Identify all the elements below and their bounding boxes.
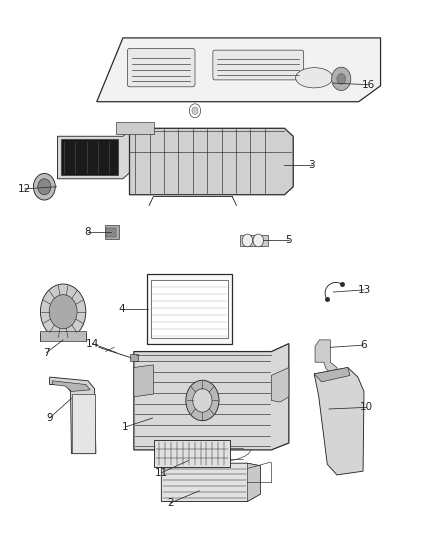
Text: 14: 14 <box>86 338 99 349</box>
Polygon shape <box>134 344 289 450</box>
Circle shape <box>186 380 219 421</box>
Text: 6: 6 <box>360 340 367 350</box>
Text: 1: 1 <box>122 422 128 432</box>
Circle shape <box>332 67 351 91</box>
Polygon shape <box>161 463 261 502</box>
Text: 12: 12 <box>18 184 32 194</box>
Polygon shape <box>314 368 364 475</box>
Text: 11: 11 <box>155 468 168 478</box>
Text: 2: 2 <box>167 498 173 508</box>
Polygon shape <box>247 463 261 502</box>
Text: 3: 3 <box>308 160 315 171</box>
Text: 16: 16 <box>362 80 375 90</box>
Bar <box>153 440 230 467</box>
Circle shape <box>192 107 198 115</box>
Circle shape <box>193 389 212 412</box>
Text: 4: 4 <box>119 304 125 314</box>
Bar <box>117 122 153 134</box>
Text: 8: 8 <box>85 227 92 237</box>
Bar <box>147 274 232 344</box>
Circle shape <box>253 234 264 247</box>
Polygon shape <box>272 368 289 402</box>
Text: 7: 7 <box>43 348 50 358</box>
Polygon shape <box>52 381 90 391</box>
Circle shape <box>189 104 201 118</box>
Polygon shape <box>57 128 132 179</box>
Polygon shape <box>49 377 96 454</box>
Polygon shape <box>134 365 153 397</box>
Bar <box>61 140 118 175</box>
Bar <box>240 235 268 246</box>
Circle shape <box>40 284 86 340</box>
Bar <box>131 354 138 361</box>
Bar <box>105 225 119 239</box>
Bar <box>106 228 116 237</box>
Circle shape <box>49 295 77 329</box>
FancyBboxPatch shape <box>127 49 195 87</box>
Bar <box>72 394 95 453</box>
Bar <box>151 280 228 338</box>
Text: 10: 10 <box>360 402 373 413</box>
Text: 9: 9 <box>46 413 53 423</box>
Circle shape <box>38 179 51 195</box>
Polygon shape <box>97 38 381 102</box>
Ellipse shape <box>296 68 333 88</box>
Polygon shape <box>315 340 339 375</box>
FancyBboxPatch shape <box>213 50 304 80</box>
Bar <box>40 332 86 341</box>
Circle shape <box>242 234 253 247</box>
Text: 13: 13 <box>357 285 371 295</box>
Circle shape <box>337 74 346 84</box>
Polygon shape <box>130 128 293 195</box>
Circle shape <box>33 173 55 200</box>
Polygon shape <box>314 368 350 382</box>
Text: 5: 5 <box>286 236 292 246</box>
